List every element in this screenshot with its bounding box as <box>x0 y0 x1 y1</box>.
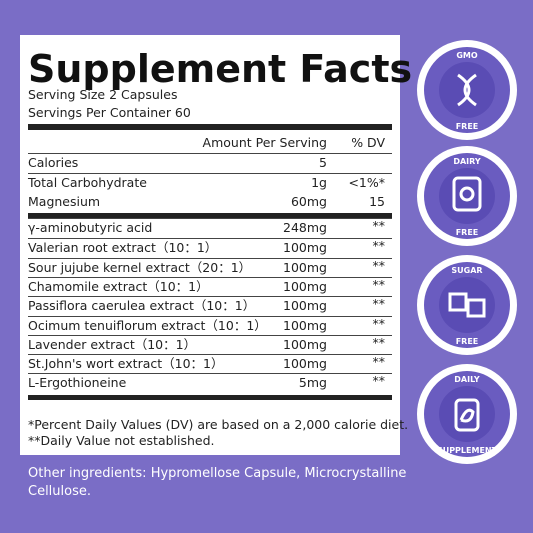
row-name: γ-aminobutyric acid <box>28 220 153 235</box>
row-amount: 100mg <box>283 298 327 313</box>
badge-bottom: FREE <box>456 122 479 131</box>
row-rule <box>28 153 392 154</box>
row-amount: 100mg <box>283 356 327 371</box>
row-amount: 100mg <box>283 260 327 275</box>
row-amount: 100mg <box>283 240 327 255</box>
row-dv: ** <box>372 277 386 292</box>
badge-bottom: SUPPLEMENT <box>437 446 498 455</box>
row-rule <box>28 238 392 239</box>
title: Supplement Facts <box>28 47 413 91</box>
divider <box>28 213 392 219</box>
row-dv: ** <box>372 316 386 331</box>
row-amount: 5 <box>319 155 327 170</box>
other-ingredients: Other ingredients: Hypromellose Capsule,… <box>28 466 407 481</box>
row-dv: ** <box>372 354 386 369</box>
row-amount: 100mg <box>283 337 327 352</box>
row-name: Ocimum tenuiflorum extract（10：1） <box>28 318 267 333</box>
row-amount: 100mg <box>283 279 327 294</box>
row-rule <box>28 258 392 259</box>
badge-inner <box>439 168 495 224</box>
row-dv: ** <box>372 218 386 233</box>
servings: Servings Per Container 60 <box>28 105 191 120</box>
row-dv: ** <box>372 373 386 388</box>
row-rule <box>28 218 392 219</box>
other-ingredients: Cellulose. <box>28 484 92 499</box>
row-amount: 100mg <box>283 318 327 333</box>
row-dv: ** <box>372 238 386 253</box>
badge-inner <box>439 386 495 442</box>
row-rule <box>28 277 392 278</box>
row-amount: 1g <box>311 175 327 190</box>
column-header: Amount Per Serving <box>202 135 327 150</box>
facts-panel: Supplement Facts Serving Size 2 Capsules… <box>20 35 412 455</box>
row-rule <box>28 316 392 317</box>
badge-bottom: FREE <box>456 337 479 346</box>
badges: GMO FREE DAIRY FREE SUGAR FREE DAILY SUPPLEMENT <box>417 40 517 464</box>
row-dv: 15 <box>369 194 385 209</box>
row-name: Calories <box>28 155 79 170</box>
row-name: Sour jujube kernel extract（20：1） <box>28 260 252 275</box>
badge-top: GMO <box>456 51 478 60</box>
row-name: Passiflora caerulea extract（10：1） <box>28 298 256 313</box>
row-amount: 248mg <box>283 220 327 235</box>
badge-top: SUGAR <box>451 266 482 275</box>
badge-icons <box>448 73 486 432</box>
row-amount: 60mg <box>290 194 327 209</box>
serving-size: Serving Size 2 Capsules <box>28 87 178 102</box>
row-name: Total Carbohydrate <box>28 175 147 190</box>
row-rule <box>28 173 392 174</box>
badge-bottom: FREE <box>456 228 479 237</box>
badge-inner <box>439 62 495 118</box>
footnote: *Percent Daily Values (DV) are based on … <box>28 417 409 432</box>
row-rule <box>28 373 392 374</box>
row-rule <box>28 335 392 336</box>
row-dv: ** <box>372 258 386 273</box>
divider <box>28 395 392 400</box>
row-name: St.John's wort extract（10：1） <box>28 356 224 371</box>
divider <box>28 124 392 130</box>
row-dv: ** <box>372 335 386 350</box>
footnote: **Daily Value not established. <box>28 433 215 448</box>
row-name: L-Ergothioneine <box>28 375 127 390</box>
badge-top: DAIRY <box>453 157 481 166</box>
row-name: Lavender extract（10：1） <box>28 337 197 352</box>
row-amount: 5mg <box>298 375 327 390</box>
row-name: Valerian root extract（10：1） <box>28 240 218 255</box>
row-dv: ** <box>372 296 386 311</box>
row-dv: <1%* <box>348 175 385 190</box>
row-rule <box>28 354 392 355</box>
badge-top: DAILY <box>454 375 480 384</box>
column-header: % DV <box>351 135 385 150</box>
row-name: Chamomile extract（10：1） <box>28 279 209 294</box>
row-rule <box>28 296 392 297</box>
row-name: Magnesium <box>28 194 101 209</box>
